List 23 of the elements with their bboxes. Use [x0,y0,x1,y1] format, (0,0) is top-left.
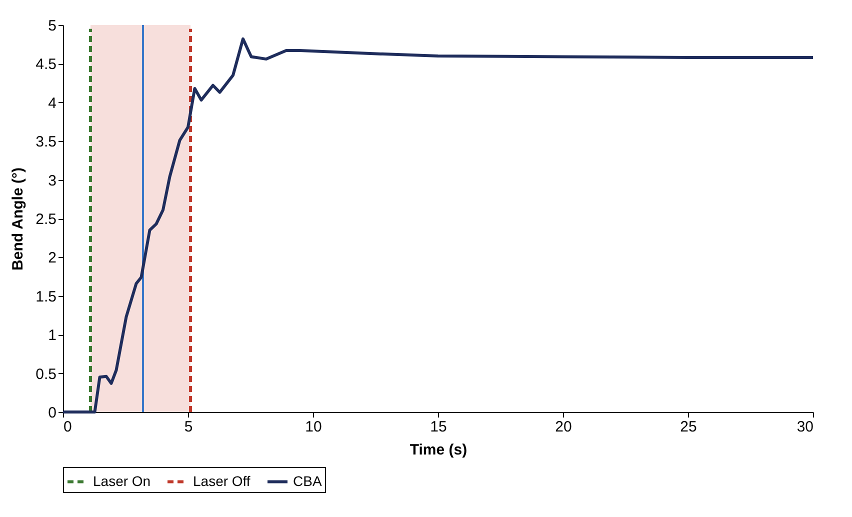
y-tick-label: 4.5 [36,56,56,74]
y-tick-label: 3 [48,172,56,190]
x-tick-label: 20 [555,418,572,436]
y-tick-label: 1 [48,327,56,344]
x-tick-label: 30 [796,418,814,436]
y-tick-label: 3.5 [36,134,56,151]
x-tick-label: 15 [430,418,447,436]
y-tick-label: 2 [48,250,56,267]
y-tick-label: 5 [48,18,56,34]
x-tick-label: 10 [305,418,322,436]
y-axis-title: Bend Angle (°) [10,168,27,270]
y-tick-label: 0 [48,404,56,422]
x-tick-label: 0 [64,418,72,436]
legend-label: Laser Off [193,472,250,489]
y-tick-label: 0.5 [36,366,56,383]
y-tick-label: 4 [48,94,56,112]
x-tick-label: 5 [184,418,193,436]
y-tick-label: 2.5 [36,211,56,228]
x-tick-label: 25 [680,418,697,436]
legend-label: Laser On [93,472,151,489]
x-axis-title: Time (s) [410,442,468,458]
y-tick-label: 1.5 [36,288,56,306]
legend-label: CBA [293,472,322,489]
